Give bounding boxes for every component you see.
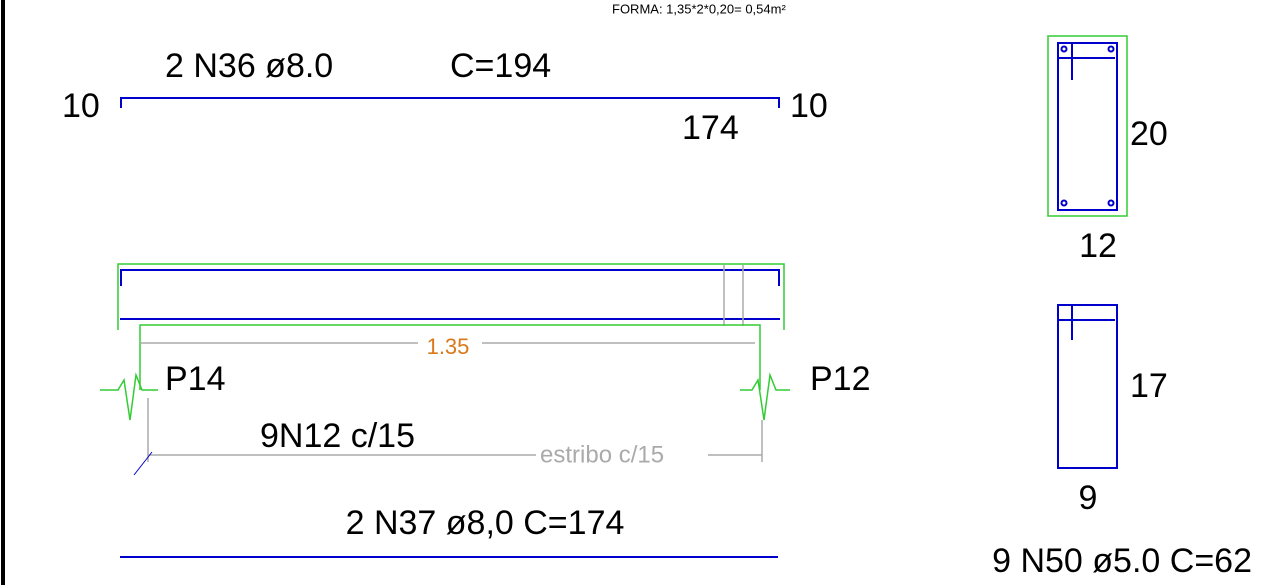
beam-outline	[117, 263, 785, 330]
height: 20	[1130, 115, 1168, 153]
bar-label: 2 N37 ø8,0 C=174	[346, 504, 625, 542]
support: P12	[810, 360, 871, 398]
height: 17	[1130, 367, 1168, 405]
support-lines	[139, 324, 761, 390]
stirrups: 9N12 c/15	[260, 417, 415, 455]
stirrup-dim: estribo c/15	[540, 441, 664, 468]
break-right	[740, 372, 790, 421]
forma: FORMA: 1,35*2*0,20= 0,54m²	[612, 1, 786, 16]
rebar	[1060, 45, 1068, 53]
width: 9	[1079, 479, 1098, 517]
section-stirrup	[1057, 42, 1118, 211]
hook	[1058, 305, 1115, 340]
section-outline	[1047, 35, 1128, 217]
rebar	[1107, 45, 1115, 53]
bar-label: 2 N36 ø8.0	[165, 47, 333, 85]
rebar	[1060, 199, 1068, 207]
top-bar	[120, 97, 780, 108]
break-left	[100, 372, 158, 421]
bar-length: C=194	[450, 47, 551, 85]
stirrup-shape	[1057, 304, 1118, 469]
hook: 10	[790, 87, 828, 125]
width: 12	[1079, 227, 1117, 265]
hook	[1058, 43, 1115, 80]
rebar	[1107, 199, 1115, 207]
support: P14	[165, 360, 226, 398]
beam-top-bar	[120, 269, 780, 286]
tick	[133, 451, 153, 476]
hook: 10	[62, 87, 100, 125]
stirrup-label: 9 N50 ø5.0 C=62	[992, 542, 1252, 580]
span: 1.35	[427, 334, 470, 359]
straight: 174	[682, 109, 739, 147]
